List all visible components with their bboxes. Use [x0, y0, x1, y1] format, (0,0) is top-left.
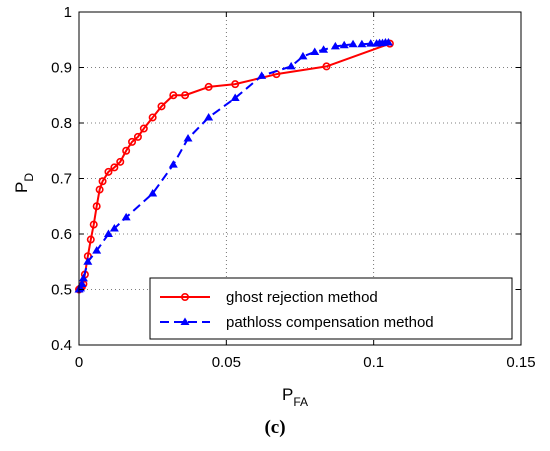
- legend-marker-pathloss: [180, 317, 190, 325]
- x-tick-label: 0.15: [506, 354, 535, 371]
- data-point-ghost-rejection: [169, 91, 178, 100]
- data-point-ghost-rejection: [139, 124, 148, 133]
- data-point-ghost-rejection: [116, 157, 125, 166]
- x-tick-label: 0.05: [212, 354, 241, 371]
- data-point-ghost-rejection: [128, 137, 137, 146]
- data-point-pathloss-compensation: [83, 257, 93, 265]
- y-axis-label: PD: [12, 173, 36, 193]
- data-point-pathloss-compensation: [357, 39, 367, 48]
- data-point-ghost-rejection: [95, 185, 104, 194]
- data-point-pathloss-compensation: [204, 112, 214, 121]
- data-point-pathloss-compensation: [339, 40, 349, 49]
- data-point-pathloss-compensation: [230, 93, 240, 102]
- data-point-ghost-rejection: [98, 177, 107, 186]
- x-tick-label: 0.1: [363, 354, 384, 371]
- data-point-ghost-rejection: [104, 167, 113, 176]
- data-point-ghost-rejection: [148, 113, 157, 122]
- legend-label-pathloss: pathloss compensation method: [226, 314, 434, 331]
- data-point-ghost-rejection: [231, 80, 240, 89]
- data-point-pathloss-compensation: [92, 246, 102, 254]
- legend: ghost rejection method pathloss compensa…: [149, 277, 513, 340]
- y-tick-label: 1: [64, 4, 72, 21]
- x-axis-label-main: P: [282, 385, 293, 404]
- data-point-pathloss-compensation: [78, 273, 88, 282]
- data-point-pathloss-compensation: [298, 51, 308, 60]
- data-point-pathloss-compensation: [148, 188, 158, 197]
- data-point-pathloss-compensation: [103, 229, 113, 237]
- y-tick-label: 0.9: [51, 60, 72, 77]
- data-point-ghost-rejection: [157, 102, 166, 111]
- data-point-pathloss-compensation: [348, 39, 358, 48]
- y-tick-label: 0.8: [51, 115, 72, 132]
- data-point-ghost-rejection: [86, 235, 95, 244]
- data-point-pathloss-compensation: [121, 212, 131, 221]
- data-point-pathloss-compensation: [319, 45, 329, 53]
- y-axis-label-sub: D: [22, 173, 36, 182]
- data-point-pathloss-compensation: [168, 160, 178, 168]
- data-point-pathloss-compensation: [330, 41, 340, 50]
- y-tick-label: 0.5: [51, 282, 72, 299]
- y-tick-label: 0.4: [51, 337, 72, 354]
- data-point-ghost-rejection: [89, 220, 98, 229]
- legend-marker-ghost: [181, 292, 190, 301]
- y-axis-label-main: P: [12, 182, 31, 193]
- x-tick-label: 0: [75, 354, 83, 371]
- legend-box: [149, 277, 513, 340]
- data-point-ghost-rejection: [92, 202, 101, 211]
- series-line-pathloss-compensation: [78, 41, 389, 291]
- legend-label-ghost: ghost rejection method: [226, 289, 378, 306]
- data-point-pathloss-compensation: [77, 279, 87, 287]
- y-tick-label: 0.7: [51, 171, 72, 188]
- x-axis-label-sub: FA: [293, 395, 308, 409]
- data-point-ghost-rejection: [133, 132, 142, 141]
- data-point-pathloss-compensation: [109, 223, 119, 232]
- data-point-pathloss-compensation: [257, 71, 267, 79]
- x-axis-label: PFA: [282, 385, 308, 409]
- y-tick-label: 0.6: [51, 226, 72, 243]
- data-point-ghost-rejection: [204, 82, 213, 91]
- data-point-pathloss-compensation: [366, 39, 376, 47]
- axis-ticks: 0 0.05 0.1 0.15 0.4 0.5 0.6 0.7 0.8 0.9 1: [51, 4, 535, 371]
- data-point-ghost-rejection: [110, 163, 119, 172]
- data-point-ghost-rejection: [322, 62, 331, 71]
- data-point-pathloss-compensation: [310, 47, 320, 55]
- panel-label: (c): [264, 417, 286, 438]
- data-point-pathloss-compensation: [183, 134, 193, 142]
- series-layer: [74, 38, 394, 294]
- data-point-pathloss-compensation: [383, 38, 393, 46]
- data-point-pathloss-compensation: [286, 61, 296, 70]
- data-point-ghost-rejection: [122, 146, 131, 155]
- data-point-ghost-rejection: [181, 91, 190, 100]
